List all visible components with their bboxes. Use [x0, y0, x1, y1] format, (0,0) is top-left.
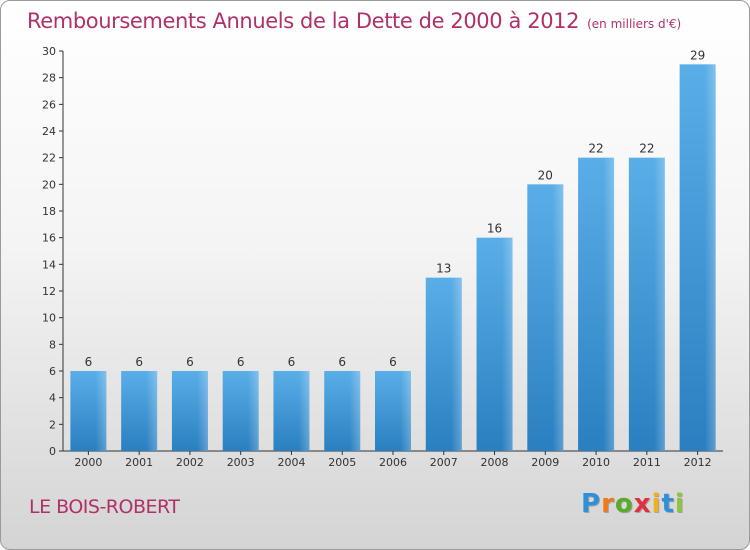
- y-tick-label: 28: [42, 72, 56, 85]
- y-tick-label: 16: [42, 232, 56, 245]
- logo-letter: i: [651, 489, 662, 519]
- x-tick-label: 2004: [277, 456, 305, 469]
- x-tick-label: 2008: [481, 456, 509, 469]
- bar-highlight: [425, 277, 462, 451]
- logo-letter: x: [633, 489, 652, 519]
- proxiti-logo: Proxiti: [581, 489, 685, 519]
- logo-letter: i: [674, 489, 685, 519]
- bar-highlight: [171, 371, 208, 451]
- y-tick-label: 0: [49, 445, 56, 458]
- x-tick-label: 2012: [684, 456, 712, 469]
- y-tick-label: 20: [42, 178, 56, 191]
- bar-value-label: 6: [338, 355, 346, 369]
- bar-value-label: 13: [436, 262, 451, 276]
- bar-value-label: 22: [639, 142, 654, 156]
- bar-highlight: [679, 64, 716, 452]
- logo-letter: r: [601, 489, 615, 519]
- y-tick-label: 24: [42, 125, 56, 138]
- logo-letter: t: [661, 489, 675, 519]
- bars: 6 6 6 6 6 6 6 13 16 20 22 22 29: [70, 48, 716, 452]
- bar-highlight: [628, 157, 665, 451]
- x-tick-label: 2009: [531, 456, 559, 469]
- bar-highlight: [324, 371, 361, 451]
- x-tick-label: 2002: [176, 456, 204, 469]
- x-axis: 2000 2001 2002 2003 2004 2005 2006 2007 2008 2009…: [63, 450, 723, 469]
- x-tick-label: 2003: [227, 456, 255, 469]
- bar-value-label: 22: [588, 142, 603, 156]
- chart-title-unit: (en milliers d'€): [587, 17, 682, 31]
- x-tick-label: 2010: [582, 456, 610, 469]
- x-tick-label: 2006: [379, 456, 407, 469]
- bar-highlight: [375, 371, 411, 451]
- bar-highlight: [70, 371, 107, 451]
- commune-name: LE BOIS-ROBERT: [29, 496, 180, 518]
- logo-letter: o: [614, 489, 634, 519]
- bar-value-label: 29: [690, 48, 705, 62]
- bar-value-label: 6: [135, 355, 143, 369]
- bar-highlight: [476, 237, 513, 451]
- y-tick-label: 4: [49, 392, 56, 405]
- y-tick-label: 14: [42, 258, 56, 271]
- bar-value-label: 6: [237, 355, 245, 369]
- bar-highlight: [222, 371, 259, 451]
- y-tick-label: 30: [42, 45, 56, 58]
- bar-value-label: 6: [389, 355, 397, 369]
- chart-title: Remboursements Annuels de la Dette de 20…: [27, 9, 681, 33]
- bar-value-label: 6: [85, 355, 93, 369]
- y-tick-label: 10: [42, 312, 56, 325]
- y-tick-label: 6: [49, 365, 56, 378]
- bar-value-label: 20: [538, 168, 553, 182]
- y-tick-label: 22: [42, 152, 56, 165]
- y-tick-label: 2: [49, 418, 56, 431]
- y-tick-label: 8: [49, 338, 56, 351]
- y-tick-label: 26: [42, 98, 56, 111]
- x-tick-label: 2005: [328, 456, 356, 469]
- logo-letter: P: [581, 489, 602, 519]
- bar-value-label: 16: [487, 222, 502, 236]
- bar-highlight: [527, 184, 564, 452]
- bar-highlight: [578, 157, 615, 451]
- bar-highlight: [121, 371, 158, 451]
- x-tick-label: 2000: [74, 456, 102, 469]
- bar-value-label: 6: [288, 355, 296, 369]
- x-tick-label: 2001: [125, 456, 153, 469]
- y-tick-label: 12: [42, 285, 56, 298]
- x-tick-label: 2011: [633, 456, 661, 469]
- chart-title-main: Remboursements Annuels de la Dette de 20…: [27, 9, 580, 33]
- bar-highlight: [273, 371, 310, 451]
- x-tick-label: 2007: [430, 456, 458, 469]
- y-tick-label: 18: [42, 205, 56, 218]
- bar-value-label: 6: [186, 355, 194, 369]
